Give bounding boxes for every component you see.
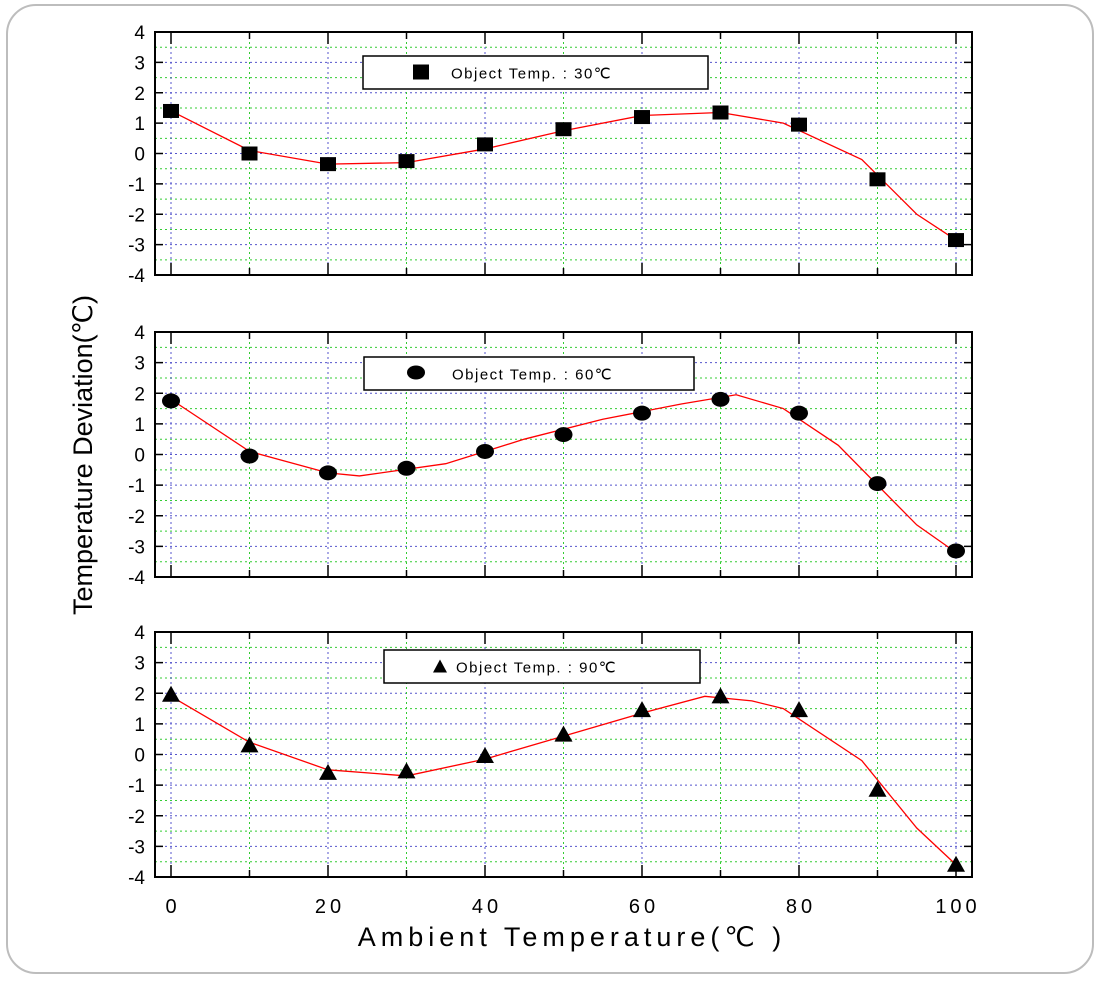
y-tick-label: -2 — [128, 205, 145, 226]
y-tick-label: 3 — [134, 654, 145, 675]
data-point-triangle — [868, 780, 887, 797]
data-point-triangle — [319, 763, 337, 780]
y-tick-label: 1 — [134, 415, 145, 436]
y-tick-label: -3 — [128, 837, 145, 858]
data-point-square — [791, 117, 807, 132]
fit-line — [170, 695, 957, 866]
data-point-square — [948, 233, 964, 248]
chart-frame — [6, 4, 1094, 974]
legend-label: Object Temp. : 60℃ — [452, 367, 613, 384]
y-tick-label: -3 — [128, 236, 145, 257]
data-point-triangle — [947, 855, 965, 872]
data-point-square — [398, 154, 415, 169]
legend: Object Temp. : 90℃ — [383, 649, 701, 684]
data-point-square — [477, 137, 493, 152]
y-tick-label: -1 — [128, 776, 145, 797]
y-tick-label: 4 — [134, 323, 145, 344]
legend: Object Temp. : 30℃ — [362, 55, 709, 90]
y-tick-label: -1 — [128, 175, 145, 196]
data-point-circle — [711, 391, 730, 407]
data-point-square — [163, 103, 179, 118]
fit-line — [170, 110, 957, 241]
x-tick-label: 20 — [315, 896, 345, 918]
y-tick-label: -4 — [128, 868, 145, 889]
y-tick-label: 0 — [134, 145, 145, 166]
data-point-circle — [947, 543, 965, 559]
y-axis-title: Temperature Deviation(℃) — [68, 295, 98, 615]
y-tick-label: -2 — [128, 807, 145, 828]
data-point-circle — [554, 427, 573, 443]
data-point-square — [320, 157, 336, 172]
legend-triangle-icon — [433, 659, 447, 673]
x-tick-label: 60 — [629, 896, 659, 918]
y-tick-label: 2 — [134, 384, 145, 405]
panel-top: 4 3 2 1 0 -1 -2 -3 -4 Object Temp. : 30℃ — [128, 23, 973, 287]
y-tick-label: 1 — [134, 715, 145, 736]
legend-label: Object Temp. : 30℃ — [451, 66, 612, 83]
y-tick-label: 4 — [134, 23, 145, 44]
y-tick-label: 1 — [134, 114, 145, 135]
data-point-circle — [162, 393, 180, 409]
y-tick-label: 3 — [134, 53, 145, 74]
data-point-triangle — [633, 701, 651, 718]
x-tick-label: 0 — [165, 896, 180, 918]
y-tick-label: -1 — [128, 476, 145, 497]
data-point-circle — [868, 476, 887, 492]
y-tick-label: 0 — [134, 746, 145, 767]
data-point-circle — [476, 443, 494, 459]
x-tick-label: 80 — [786, 896, 816, 918]
data-point-square — [241, 146, 258, 161]
data-point-triangle — [711, 687, 730, 704]
y-tick-label: 4 — [134, 623, 145, 644]
y-tick-label: 2 — [134, 684, 145, 705]
y-tick-label: -4 — [128, 568, 145, 589]
data-point-triangle — [790, 701, 808, 718]
panel-middle: 4 3 2 1 0 -1 -2 -3 -4 Object Temp. : 60℃ — [128, 323, 973, 589]
legend-circle-icon — [407, 365, 425, 380]
x-axis-title: Ambient Temperature(℃ ) — [358, 922, 786, 952]
data-point-triangle — [240, 736, 259, 753]
y-tick-label: -4 — [128, 266, 145, 287]
y-tick-label: -3 — [128, 537, 145, 558]
data-point-square — [555, 122, 572, 137]
y-tick-label: 0 — [134, 446, 145, 467]
data-point-circle — [240, 448, 259, 464]
data-point-triangle — [397, 762, 416, 779]
panel-bottom: 4 3 2 1 0 -1 -2 -3 -4 0 20 40 60 80 100 Object Temp. : … — [128, 623, 980, 918]
legend-square-icon — [413, 64, 429, 80]
data-point-circle — [319, 465, 337, 481]
x-tick-label: 100 — [935, 896, 980, 918]
data-point-triangle — [476, 747, 494, 764]
x-tick-label: 40 — [472, 896, 502, 918]
y-tick-label: 3 — [134, 354, 145, 375]
data-point-square — [634, 110, 650, 125]
y-tick-label: 2 — [134, 84, 145, 105]
data-point-triangle — [162, 685, 180, 702]
data-point-square — [869, 172, 886, 187]
data-point-circle — [790, 405, 808, 421]
data-point-circle — [633, 405, 651, 421]
data-point-triangle — [554, 725, 573, 742]
legend-label: Object Temp. : 90℃ — [456, 660, 617, 677]
y-tick-label: -2 — [128, 507, 145, 528]
data-point-circle — [397, 460, 416, 476]
legend: Object Temp. : 60℃ — [363, 356, 695, 391]
data-point-square — [712, 105, 729, 120]
